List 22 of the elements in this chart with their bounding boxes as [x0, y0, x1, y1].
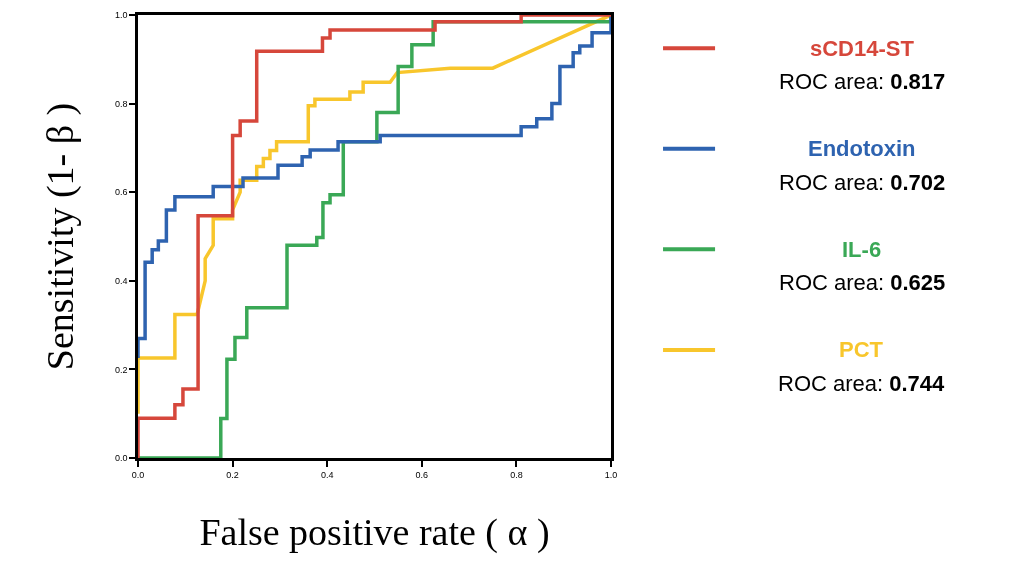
x-tick-label: 0.6: [415, 469, 429, 480]
y-tick-label: 0.0: [114, 453, 128, 464]
y-tick-label: 0.2: [114, 364, 128, 375]
y-tick-label: 1.0: [114, 10, 128, 21]
text: sCD14-ST: [810, 36, 915, 61]
y-tick-label: 0.4: [114, 275, 128, 286]
text: IL-6: [842, 237, 882, 262]
text: Endotoxin: [808, 136, 916, 161]
x-tick-label: 1.0: [604, 469, 618, 480]
text: PCT: [839, 337, 884, 362]
x-tick-label: 0.8: [510, 469, 523, 480]
x-axis-title: False positive rate ( α ): [199, 510, 550, 554]
x-tick-label: 0.0: [131, 469, 145, 480]
x-tick-label: 0.4: [320, 469, 334, 480]
text: ROC area: 0.817: [779, 69, 946, 94]
y-axis-title: Sensitivity (1- β ): [39, 102, 83, 371]
text: ROC area: 0.702: [779, 170, 946, 195]
y-tick-label: 0.8: [114, 98, 128, 109]
x-tick-label: 0.2: [226, 469, 239, 480]
text: ROC area: 0.744: [778, 371, 946, 396]
text: ROC area: 0.625: [779, 270, 946, 295]
y-tick-label: 0.6: [114, 187, 128, 198]
